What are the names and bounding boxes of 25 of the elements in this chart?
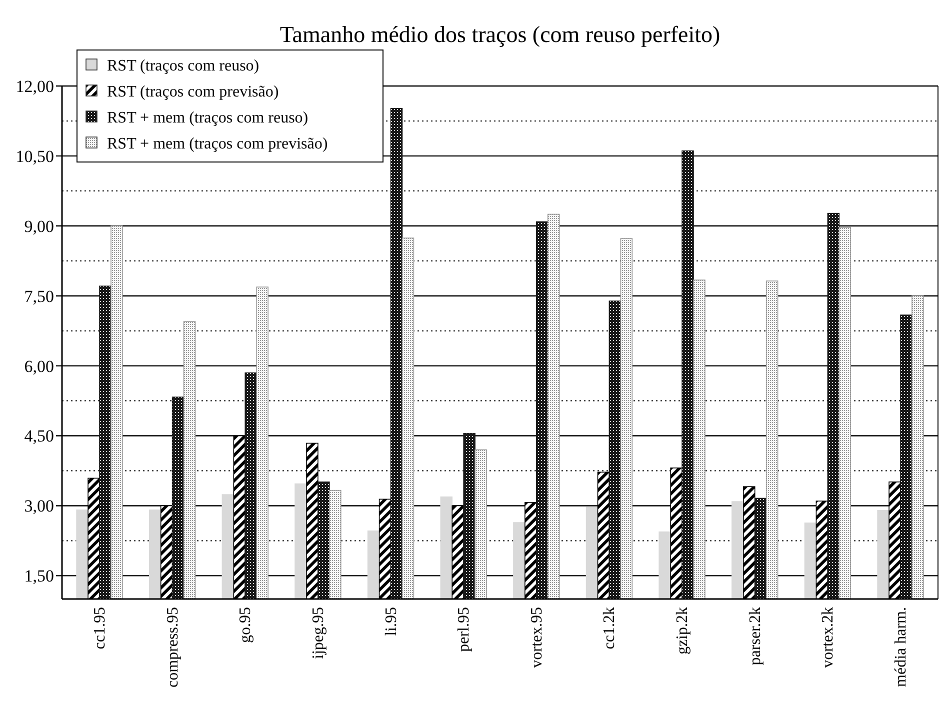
x-tick-label: compress.95: [164, 607, 182, 688]
chart-title: Tamanho médio dos traços (com reuso perfeito): [280, 22, 720, 47]
y-tick-label: 10,50: [16, 146, 54, 166]
y-tick-label: 12,00: [16, 76, 54, 96]
y-tick-label: 6,00: [24, 356, 54, 376]
legend-label: RST + mem (traços com previsão): [107, 136, 328, 153]
y-tick-label: 9,00: [24, 216, 54, 236]
legend-label: RST (traços com previsão): [107, 84, 279, 101]
x-tick-label: cc1.2k: [601, 607, 618, 650]
legend-label: RST (traços com reuso): [107, 58, 260, 75]
x-tick-label: perl.95: [456, 607, 473, 652]
x-tick-label: parser.2k: [746, 607, 764, 666]
x-tick-label: go.95: [237, 607, 254, 643]
x-tick-label: vortex.2k: [820, 607, 837, 668]
legend-label: RST + mem (traços com reuso): [107, 110, 308, 127]
x-tick-label: média harm.: [892, 607, 910, 687]
y-tick-label: 7,50: [24, 286, 54, 306]
y-tick-label: 4,50: [24, 426, 54, 446]
x-tick-label: ijpeg.95: [310, 607, 327, 659]
x-tick-label: cc1.95: [92, 607, 108, 650]
x-tick-label: vortex.95: [528, 607, 546, 668]
y-tick-label: 1,50: [24, 566, 54, 586]
y-tick-label: 3,00: [24, 496, 54, 516]
x-tick-label: li.95: [382, 607, 400, 636]
x-tick-label: gzip.2k: [674, 607, 692, 655]
